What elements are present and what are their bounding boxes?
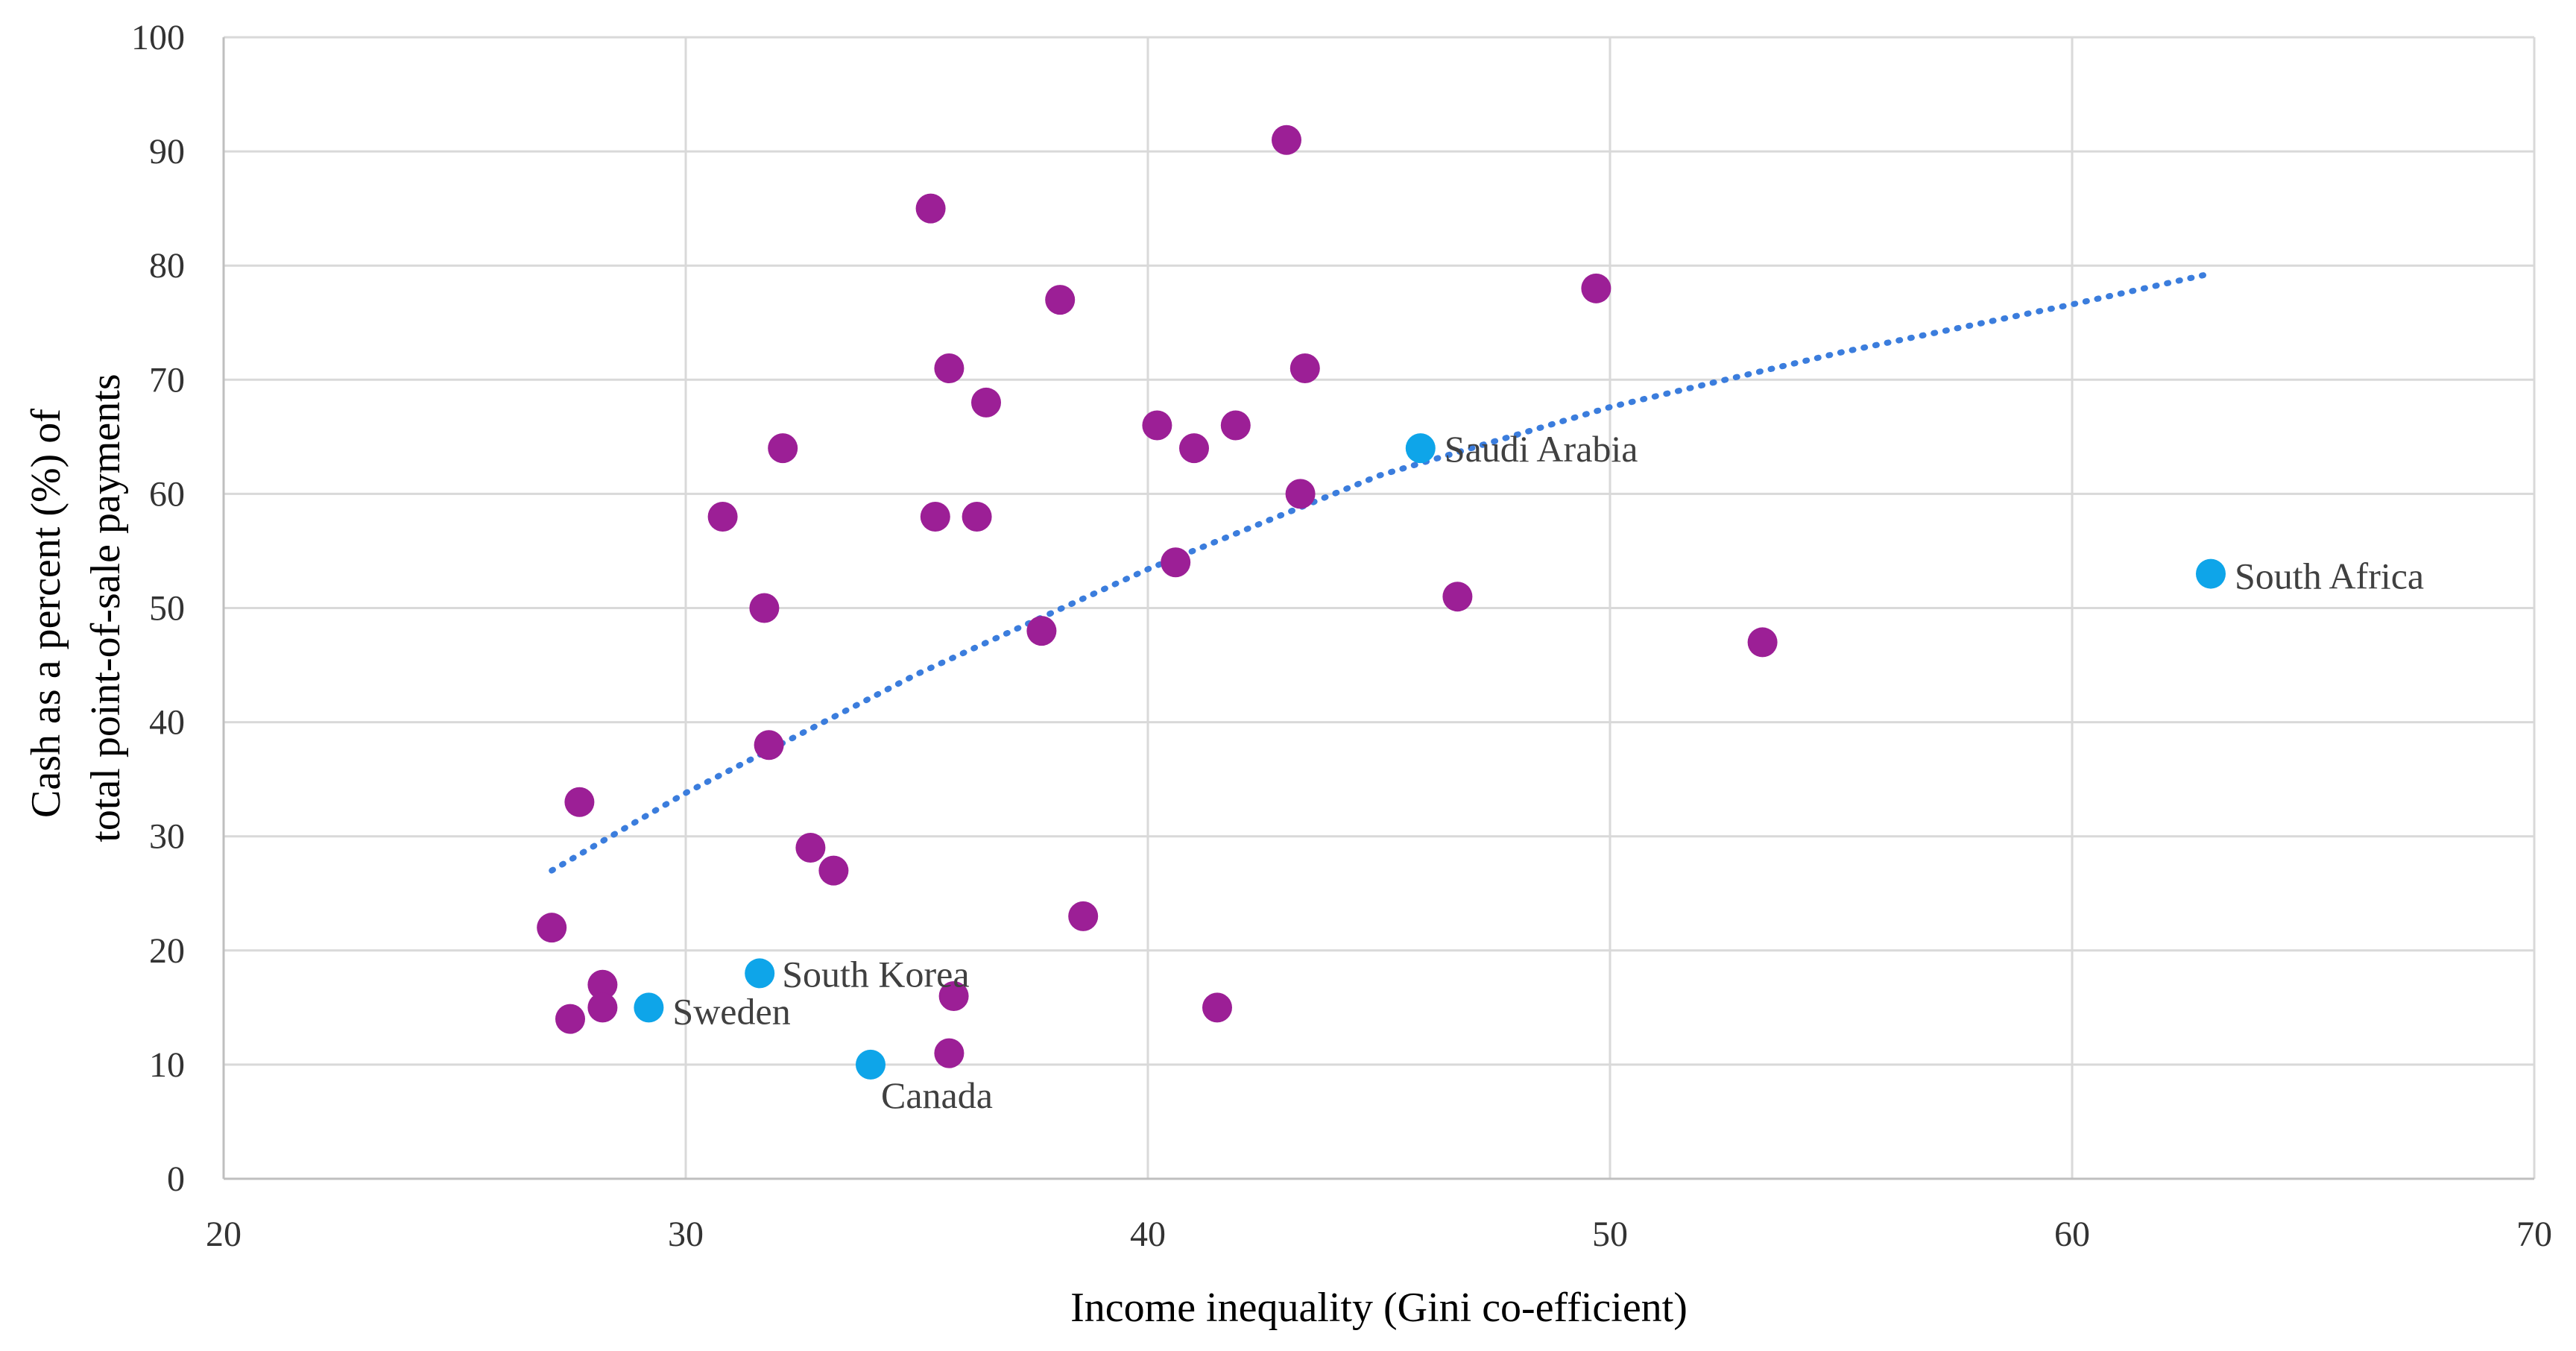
point-label: South Korea	[782, 953, 969, 995]
data-point	[1179, 433, 1209, 464]
data-point	[1161, 547, 1191, 578]
x-tick-labels: 20 30 40 50 60 70	[206, 1215, 2552, 1254]
y-tick-label: 50	[149, 589, 185, 629]
highlight-point	[1405, 433, 1436, 464]
data-point	[587, 992, 618, 1023]
data-point	[971, 387, 1001, 418]
data-point	[587, 969, 618, 1000]
y-tick-label: 60	[149, 474, 185, 514]
data-point	[537, 913, 567, 943]
x-tick-label: 40	[1130, 1215, 1166, 1254]
y-tick-label: 90	[149, 132, 185, 171]
data-points	[537, 125, 2226, 1080]
axes	[222, 37, 2534, 1180]
highlight-point	[2196, 558, 2226, 589]
data-point	[768, 433, 798, 464]
y-tick-labels: 0 10 20 30 40 50 60 70 80 90 100	[131, 18, 185, 1199]
data-point	[1289, 353, 1320, 383]
data-point	[934, 1038, 965, 1068]
data-point	[1220, 410, 1251, 441]
data-point	[1581, 273, 1611, 303]
x-axis-title: Income inequality (Gini co-efficient)	[1070, 1285, 1688, 1331]
point-label: Sweden	[672, 990, 790, 1032]
y-tick-label: 80	[149, 246, 185, 286]
data-point	[938, 981, 969, 1012]
data-point	[1272, 125, 1301, 155]
data-point	[920, 502, 950, 532]
x-tick-label: 50	[1592, 1215, 1628, 1254]
data-point	[1285, 479, 1316, 509]
data-point	[962, 502, 992, 532]
point-label: Canada	[881, 1074, 993, 1116]
data-point	[749, 593, 780, 623]
data-point	[1442, 582, 1473, 612]
y-axis-title-line-1: Cash as a percent (%) of	[23, 409, 69, 818]
y-tick-label: 100	[131, 18, 185, 57]
data-point	[1202, 992, 1232, 1023]
y-tick-label: 20	[149, 931, 185, 971]
trendline	[549, 270, 2214, 874]
highlight-point	[745, 958, 775, 989]
highlight-point	[634, 992, 664, 1023]
data-point	[1045, 285, 1076, 315]
data-point	[564, 787, 595, 817]
y-axis-title: Cash as a percent (%) of total point-of-…	[23, 374, 129, 842]
x-tick-label: 70	[2516, 1215, 2552, 1254]
data-point	[555, 1004, 585, 1034]
highlight-point	[856, 1049, 886, 1080]
data-point	[1142, 410, 1172, 441]
data-point	[1068, 901, 1099, 931]
y-tick-label: 0	[167, 1159, 185, 1199]
data-point	[818, 855, 849, 886]
y-axis-title-line-2: total point-of-sale payments	[83, 374, 129, 842]
point-label: Saudi Arabia	[1445, 428, 1638, 470]
data-point	[1026, 616, 1057, 646]
point-label: South Africa	[2235, 555, 2424, 597]
data-point	[915, 193, 946, 224]
data-point	[795, 833, 826, 863]
x-tick-label: 60	[2054, 1215, 2090, 1254]
y-tick-label: 40	[149, 703, 185, 743]
x-tick-label: 20	[206, 1215, 242, 1254]
data-point	[707, 502, 738, 532]
y-tick-label: 30	[149, 817, 185, 857]
data-point	[934, 353, 965, 383]
x-tick-label: 30	[668, 1215, 704, 1254]
trendline-group	[549, 270, 2214, 874]
y-tick-label: 70	[149, 360, 185, 400]
data-point	[1747, 627, 1778, 658]
data-point	[754, 730, 784, 760]
y-tick-label: 10	[149, 1045, 185, 1085]
